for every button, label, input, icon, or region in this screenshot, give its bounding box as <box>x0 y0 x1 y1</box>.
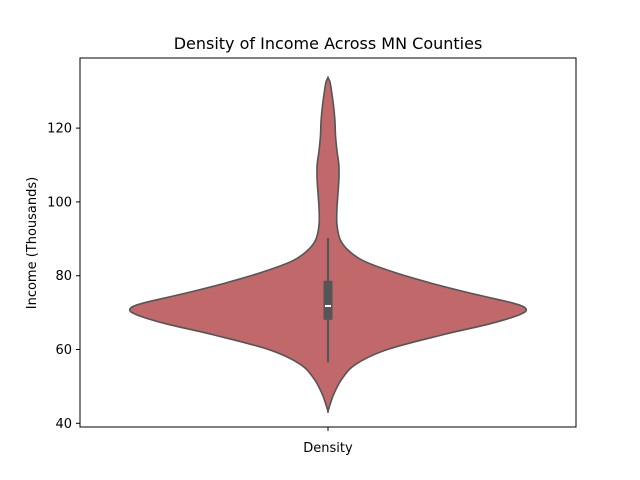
y-axis-label: Income (Thousands) <box>25 177 40 310</box>
x-tick-label: Density <box>303 441 353 456</box>
y-tick-label: 80 <box>55 269 72 284</box>
plot-area <box>79 57 577 428</box>
y-tick-label: 40 <box>55 417 72 432</box>
y-tick-label: 60 <box>55 343 72 358</box>
x-axis: Density <box>303 427 353 456</box>
y-tick-label: 100 <box>47 195 72 210</box>
y-axis: 40 60 80 100 120 <box>47 122 80 432</box>
y-tick-label: 120 <box>47 122 72 137</box>
violin-iqr-box <box>323 280 333 320</box>
chart-title: Density of Income Across MN Counties <box>174 34 483 53</box>
